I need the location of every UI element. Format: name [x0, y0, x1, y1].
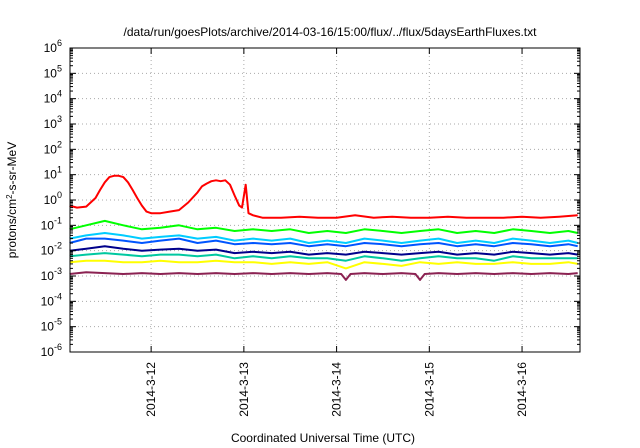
x-tick-label: 2014-3-16 [515, 362, 529, 417]
y-tick-label: 10-3 [41, 266, 62, 283]
y-tick-base: 10 [41, 218, 55, 232]
y-tick-exp: 5 [57, 63, 62, 73]
y-tick-exp: 6 [57, 38, 62, 48]
grid-lines [70, 48, 580, 352]
y-tick-label: 10-6 [41, 342, 62, 359]
y-axis-label: protons/cm2-s-sr-MeV [5, 142, 20, 258]
series-line-1 [69, 174, 578, 219]
y-tick-exp: 2 [57, 139, 62, 149]
y-tick-base: 10 [44, 168, 58, 182]
y-tick-base: 10 [44, 142, 58, 156]
y-tick-base: 10 [41, 345, 55, 359]
y-tick-base: 10 [44, 41, 58, 55]
y-tick-label: 102 [44, 139, 62, 156]
y-tick-label: 104 [44, 89, 62, 106]
y-tick-exp: -2 [54, 241, 62, 251]
y-tick-label: 10-1 [41, 215, 62, 232]
y-tick-label: 103 [44, 114, 62, 131]
y-tick-exp: 1 [57, 165, 62, 175]
y-axis-label-sup: 2 [5, 194, 14, 199]
y-tick-exp: -1 [54, 215, 62, 225]
y-tick-base: 10 [44, 92, 58, 106]
series-line-3 [69, 232, 578, 244]
y-tick-exp: -5 [54, 317, 62, 327]
y-tick-exp: 3 [57, 114, 62, 124]
y-tick-label: 100 [44, 190, 62, 207]
y-tick-base: 10 [41, 294, 55, 308]
series-line-7 [69, 259, 578, 270]
y-tick-label: 10-5 [41, 317, 62, 334]
y-tick-label: 10-4 [41, 291, 62, 308]
series-lines [69, 174, 578, 281]
x-tick-label: 2014-3-14 [330, 362, 344, 417]
y-tick-exp: -3 [54, 266, 62, 276]
y-tick-label: 10-2 [41, 241, 62, 258]
y-axis-label-post: -s-sr-MeV [5, 142, 19, 195]
y-tick-base: 10 [41, 244, 55, 258]
y-tick-base: 10 [41, 269, 55, 283]
chart-title: /data/run/goesPlots/archive/2014-03-16/1… [124, 25, 538, 39]
x-axis-label: Coordinated Universal Time (UTC) [231, 431, 415, 445]
series-line-8 [69, 271, 578, 281]
x-tick-label: 2014-3-15 [422, 362, 436, 417]
y-tick-label: 101 [44, 165, 62, 182]
x-tick-label: 2014-3-13 [237, 362, 251, 417]
y-tick-label: 105 [44, 63, 62, 80]
y-tick-exp: -4 [54, 291, 62, 301]
y-tick-base: 10 [41, 320, 55, 334]
series-line-4 [69, 237, 578, 248]
y-axis-label-pre: protons/cm [5, 199, 19, 258]
y-tick-base: 10 [44, 193, 58, 207]
y-tick-exp: -6 [54, 342, 62, 352]
series-line-5 [69, 245, 578, 256]
y-tick-base: 10 [44, 117, 58, 131]
axes: 10-610-510-410-310-210-11001011021031041… [41, 38, 581, 417]
x-tick-label: 2014-3-12 [144, 362, 158, 417]
series-line-2 [69, 219, 578, 234]
series-line-6 [69, 252, 578, 262]
plot-frame [69, 47, 581, 353]
y-tick-exp: 4 [57, 89, 62, 99]
y-tick-base: 10 [44, 66, 58, 80]
y-tick-label: 106 [44, 38, 62, 55]
y-tick-exp: 0 [57, 190, 62, 200]
